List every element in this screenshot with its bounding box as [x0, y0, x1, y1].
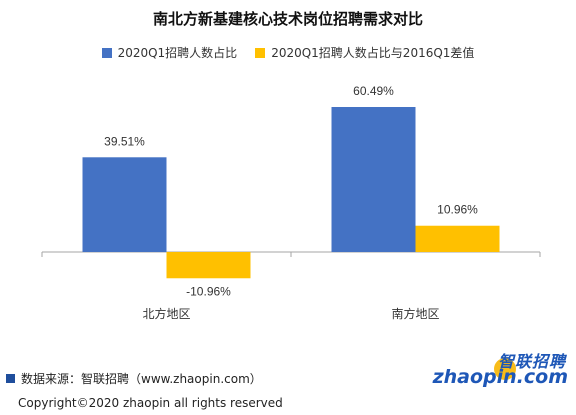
- bar-2-2: [415, 225, 500, 252]
- legend-swatch-series-1: [101, 47, 112, 58]
- legend-label-series-1: 2020Q1招聘人数占比: [117, 46, 238, 60]
- legend-item-series-1: 2020Q1招聘人数占比: [101, 44, 238, 61]
- chart-title: 南北方新基建核心技术岗位招聘需求对比: [152, 10, 423, 28]
- data-label-2-2: 10.96%: [437, 203, 478, 217]
- bar-2-1: [166, 252, 251, 279]
- category-label-2: 南方地区: [391, 306, 439, 321]
- chart-legend: 2020Q1招聘人数占比 2020Q1招聘人数占比与2016Q1差值: [0, 44, 576, 61]
- logo-bottom-text: zhaopin.com: [432, 366, 568, 388]
- logo-dot-icon: [494, 358, 516, 380]
- logo-top-text: 智联招聘: [497, 352, 566, 371]
- data-label-1-2: 60.49%: [353, 84, 394, 98]
- bar-1-1: [82, 157, 167, 252]
- data-label-1-1: 39.51%: [104, 134, 145, 148]
- zhaopin-logo: 智联招聘 zhaopin.com: [433, 348, 572, 392]
- legend-swatch-series-2: [255, 47, 266, 58]
- legend-label-series-2: 2020Q1招聘人数占比与2016Q1差值: [271, 46, 475, 60]
- source-marker: [6, 374, 15, 383]
- copyright-text: Copyright©2020 zhaopin all rights reserv…: [18, 396, 283, 410]
- bar-1-2: [331, 107, 416, 252]
- data-source: 数据来源：智联招聘（www.zhaopin.com）: [6, 370, 262, 387]
- source-text: 数据来源：智联招聘（www.zhaopin.com）: [21, 372, 262, 386]
- legend-item-series-2: 2020Q1招聘人数占比与2016Q1差值: [255, 44, 474, 61]
- data-label-2-1: -10.96%: [186, 284, 231, 298]
- category-label-1: 北方地区: [142, 306, 190, 321]
